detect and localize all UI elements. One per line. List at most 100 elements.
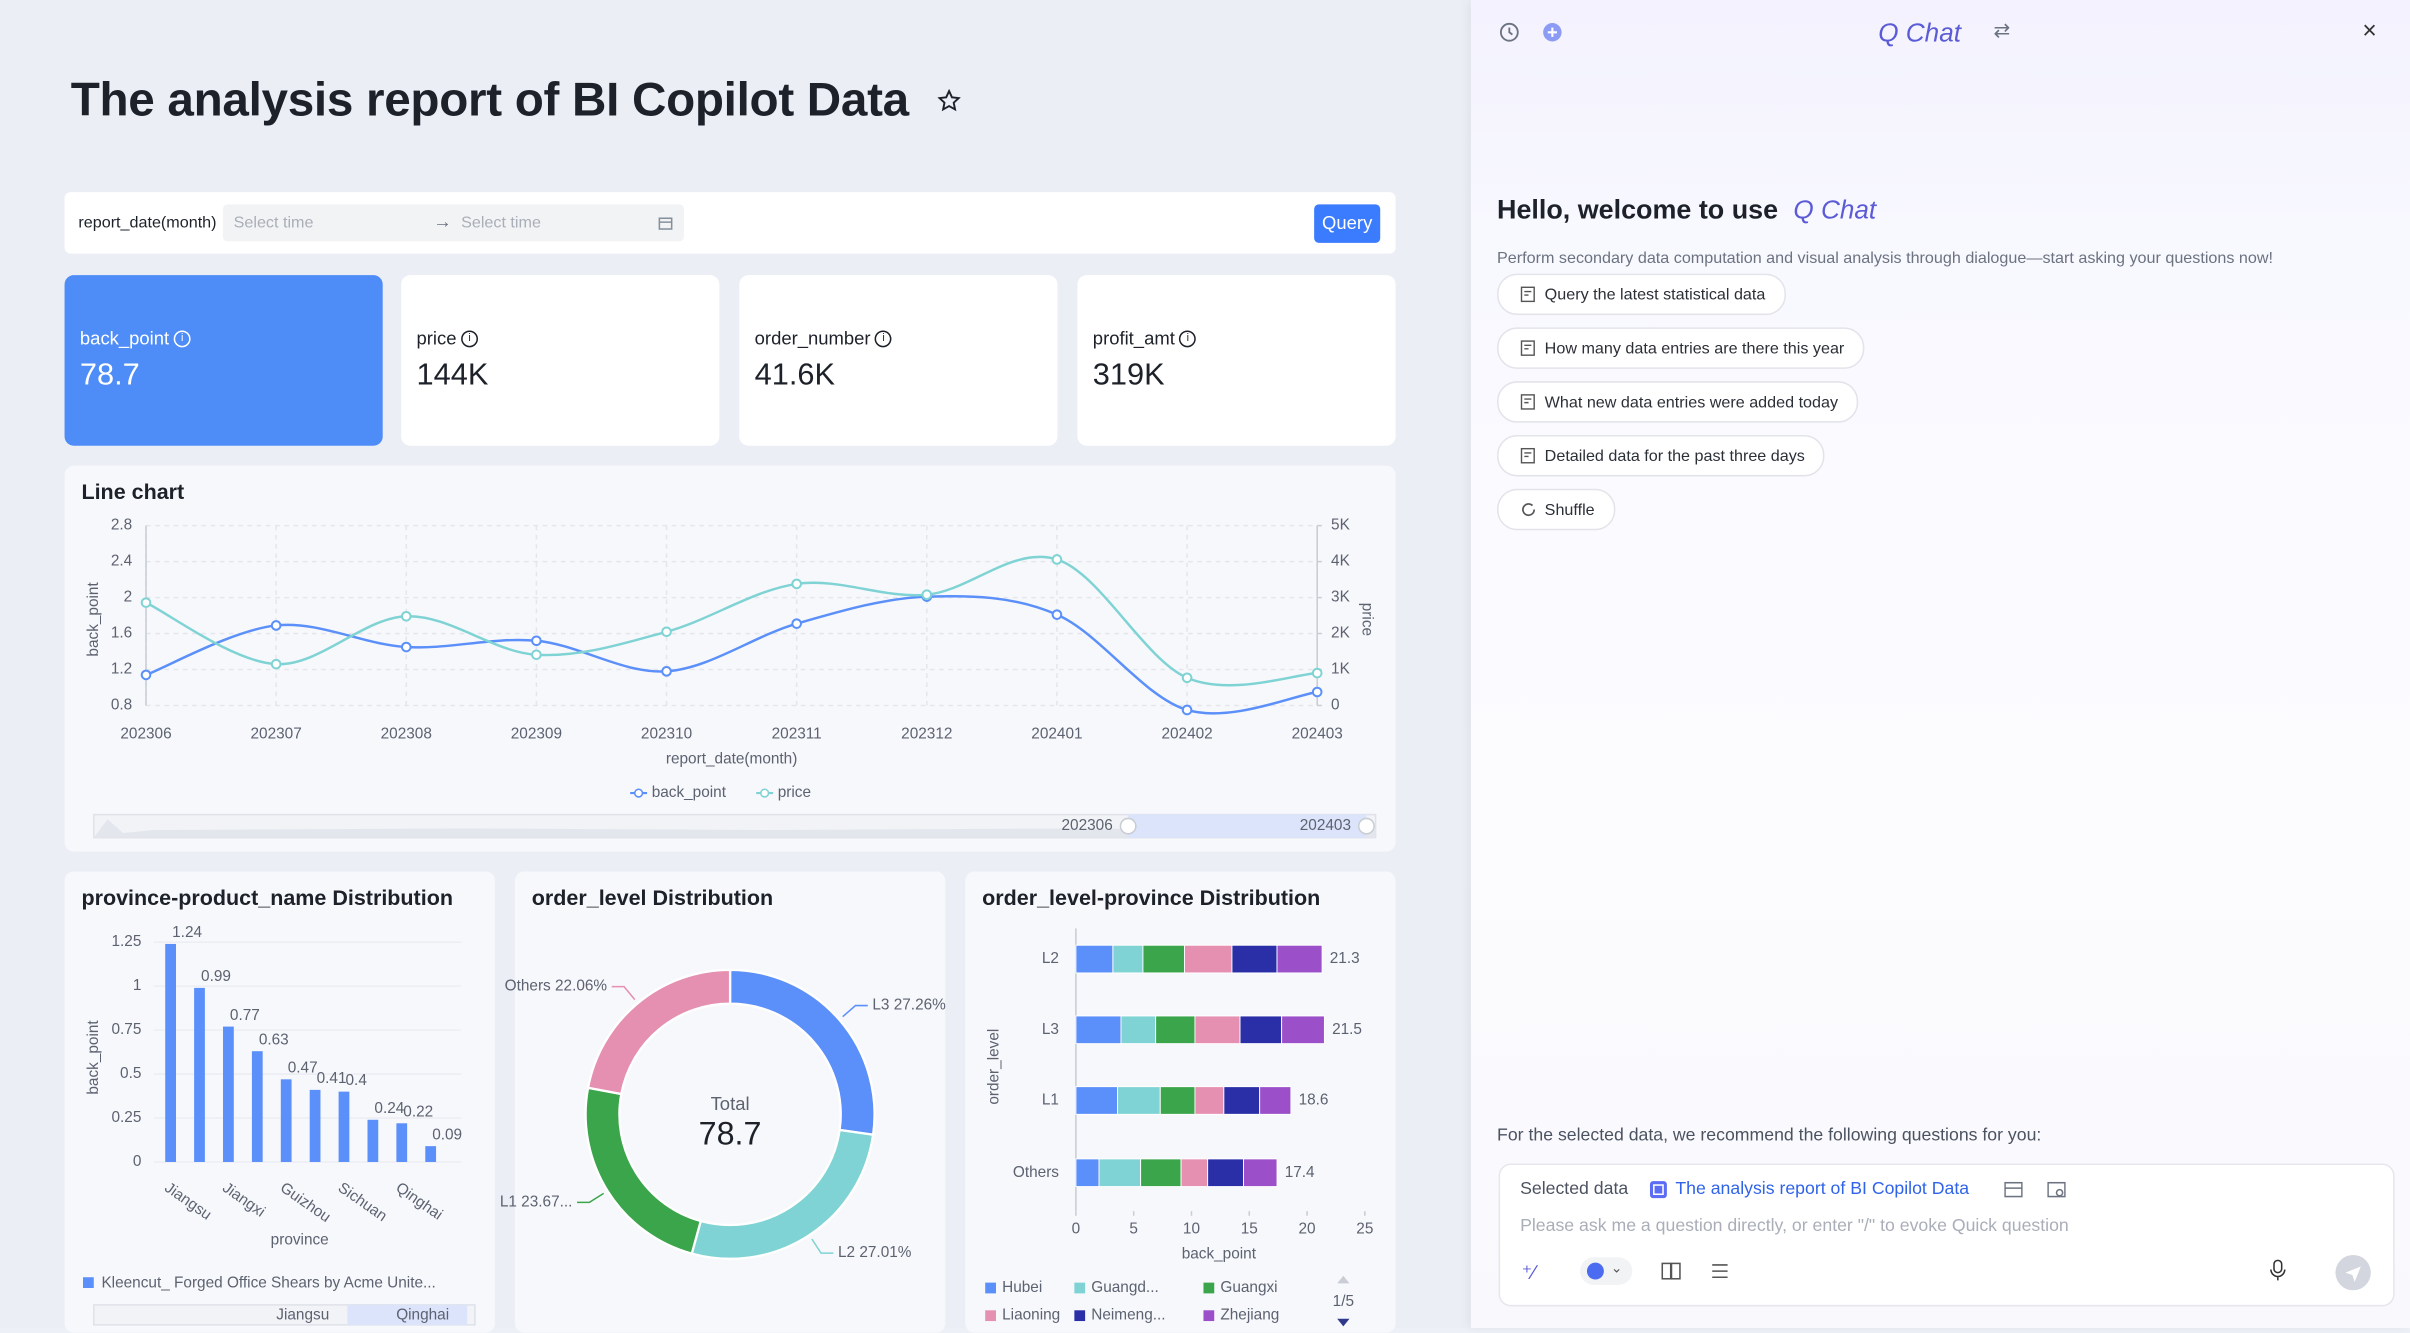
x-tick-label: 202306 [120, 726, 171, 743]
data-label: L2 27.01% [838, 1244, 912, 1261]
favorite-star[interactable] [937, 89, 961, 112]
suggestion-chip[interactable]: How many data entries are there this yea… [1497, 327, 1865, 369]
legend-label: price [778, 784, 811, 801]
start-placeholder: Select time [233, 213, 314, 233]
bar-segment [1117, 1086, 1161, 1115]
query-button[interactable]: Query [1314, 204, 1381, 243]
y2-tick-label: 0 [1331, 697, 1340, 714]
data-label: L3 27.26% [872, 997, 946, 1014]
bar-segment [1098, 1158, 1142, 1188]
history-icon[interactable] [1499, 22, 1521, 44]
bar-segment [1142, 944, 1186, 974]
table-icon[interactable] [2004, 1180, 2023, 1198]
suggestion-chip[interactable]: What new data entries were added today [1497, 381, 1859, 423]
legend-label: Neimeng... [1091, 1307, 1165, 1324]
shuffle-icon [1522, 503, 1536, 517]
data-point [531, 635, 542, 647]
kpi-card[interactable]: price i 144K [401, 275, 720, 446]
bar-segment [1194, 1086, 1225, 1115]
model-selector[interactable]: ⌄ [1580, 1257, 1633, 1285]
magic-icon[interactable]: ⁺∕ [1521, 1260, 1536, 1284]
data-label: 0.24 [374, 1100, 404, 1117]
bar [396, 1123, 408, 1162]
y-tick-label: 0.75 [111, 1021, 141, 1038]
legend-marker [985, 1310, 996, 1322]
x-tick-label: Qinghai [393, 1179, 446, 1223]
total-label: 17.4 [1285, 1164, 1315, 1181]
kpi-card[interactable]: order_number i 41.6K [739, 275, 1058, 446]
close-button[interactable]: × [2362, 18, 2377, 45]
slider-start: Jiangsu [276, 1307, 329, 1324]
bar [338, 1091, 350, 1162]
data-label: L1 23.67... [500, 1193, 573, 1210]
recommend-text: For the selected data, we recommend the … [1497, 1126, 2042, 1146]
bar-segment [1207, 1158, 1244, 1188]
kpi-card[interactable]: back_point i 78.7 [64, 275, 383, 446]
bar-segment [1184, 944, 1233, 974]
x-axis-title: back_point [1182, 1245, 1257, 1262]
bar-chart-card [64, 871, 495, 1333]
data-point [531, 649, 542, 661]
chip-icon [1520, 340, 1535, 356]
legend-marker [82, 1277, 94, 1289]
switch-icon[interactable]: ⇄ [1993, 18, 2011, 42]
kpi-name: profit_amt i [1093, 327, 1197, 349]
data-point [400, 641, 412, 653]
chart-title: order_level-province Distribution [982, 886, 1320, 910]
suggestion-text: Query the latest statistical data [1544, 285, 1766, 304]
y-tick-label: 0.8 [111, 697, 132, 714]
kpi-label: price [416, 327, 457, 349]
date-range-input[interactable]: Select time → Select time [222, 204, 684, 242]
kpi-value: 78.7 [79, 358, 140, 392]
selected-dataset[interactable]: The analysis report of BI Copilot Data [1675, 1180, 1970, 1199]
filter-label: report_date(month) [78, 213, 217, 233]
suggestion-chip[interactable]: Query the latest statistical data [1497, 273, 1786, 316]
chip-icon [1520, 394, 1535, 410]
y2-tick-label: 2K [1331, 625, 1351, 642]
x-tick-label: 202309 [511, 726, 562, 743]
data-point [791, 578, 802, 590]
data-label: 0.41 [317, 1070, 347, 1087]
send-button[interactable] [2335, 1254, 2372, 1291]
new-chat-icon[interactable] [1542, 22, 1564, 44]
y-tick-label: L1 [1042, 1092, 1059, 1109]
x-tick-label: 202310 [641, 726, 692, 743]
shuffle-chip[interactable]: Shuffle [1497, 488, 1615, 531]
x-tick-label: 202401 [1031, 726, 1082, 743]
book-icon[interactable] [1661, 1262, 1681, 1280]
chip-icon [1520, 447, 1535, 464]
settings-icon[interactable] [2047, 1180, 2066, 1198]
x-tick-label: 202311 [772, 726, 822, 743]
list-icon[interactable] [1711, 1262, 1729, 1280]
kpi-card[interactable]: profit_amt i 319K [1077, 275, 1396, 446]
welcome-brand: Q Chat [1793, 195, 1877, 225]
slider-end: 202403 [1300, 817, 1351, 834]
legend-marker [1203, 1310, 1215, 1322]
data-label: 0.63 [259, 1032, 289, 1049]
data-point [661, 666, 672, 677]
data-point [1181, 704, 1193, 716]
charts: Line chart 202306 202307 202308 202309 202310… [81, 480, 1377, 1327]
data-point [270, 620, 282, 631]
slider-handle [1357, 817, 1375, 835]
filter-bar: report_date(month) Select time → Select … [64, 192, 1396, 254]
data-point [1181, 672, 1193, 684]
data-label: 0.47 [288, 1060, 318, 1077]
legend-label: Hubei [1002, 1279, 1042, 1296]
legend-prev [1337, 1275, 1350, 1284]
x-tick-label: 20 [1299, 1221, 1316, 1238]
x-tick-label: 202402 [1161, 726, 1212, 743]
data-label: 0.99 [201, 968, 231, 985]
report-title: The analysis report of BI Copilot Data [70, 72, 909, 127]
input-placeholder[interactable]: Please ask me a question directly, or en… [1520, 1217, 2069, 1236]
suggestion-chip[interactable]: Detailed data for the past three days [1497, 434, 1825, 477]
x-tick-label: 202312 [901, 726, 952, 743]
legend-label: Zhejiang [1220, 1307, 1279, 1324]
mic-icon[interactable] [2269, 1259, 2287, 1282]
info-icon: i [1179, 329, 1197, 347]
data-label: 0.09 [432, 1126, 462, 1143]
calendar-icon [658, 217, 673, 230]
bar-segment [1140, 1158, 1182, 1188]
bar-segment [1155, 1015, 1196, 1045]
